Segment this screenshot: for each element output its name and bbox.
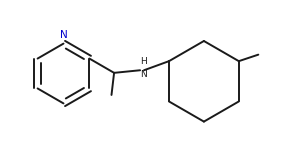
Text: N: N: [60, 30, 67, 40]
Text: N: N: [141, 70, 147, 79]
Text: H: H: [141, 57, 147, 66]
